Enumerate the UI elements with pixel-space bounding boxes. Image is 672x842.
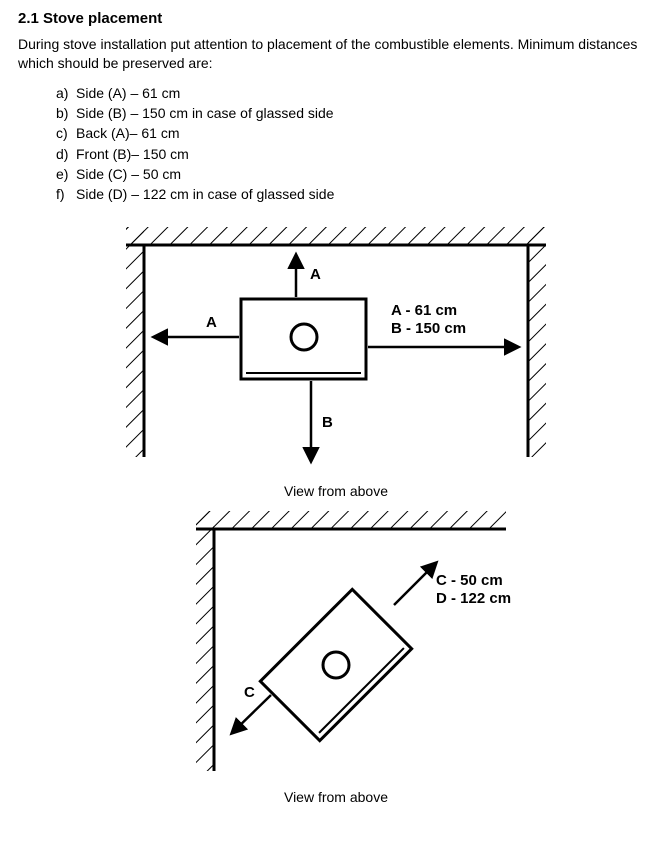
list-text: Back (A)– 61 cm [76,125,179,141]
list-item: e)Side (C) – 50 cm [52,164,654,184]
fig2-legend-d: D - 122 cm [436,590,511,607]
figure2-caption: View from above [18,789,654,805]
fig1-legend-b: B - 150 cm [391,320,466,337]
list-text: Front (B)– 150 cm [76,146,189,162]
figure1-container: A A B A - 61 cm B - 150 cm View from abo… [18,219,654,499]
list-marker: e) [56,164,76,184]
figure1-svg: A A B A - 61 cm B - 150 cm [96,219,576,479]
intro-paragraph: During stove installation put attention … [18,35,654,73]
fig2-label-c: C [244,684,255,701]
list-text: Side (B) – 150 cm in case of glassed sid… [76,105,334,121]
list-item: c)Back (A)– 61 cm [52,123,654,143]
section-heading: 2.1 Stove placement [18,10,654,27]
list-item: b)Side (B) – 150 cm in case of glassed s… [52,103,654,123]
fig1-legend-a: A - 61 cm [391,302,457,319]
figure2-svg: C C - 50 cm D - 122 cm [136,505,536,785]
list-marker: b) [56,103,76,123]
list-text: Side (C) – 50 cm [76,166,181,182]
fig1-label-b: B [322,414,333,431]
figure2-container: C C - 50 cm D - 122 cm View from above [18,505,654,805]
fig1-label-a-top: A [310,266,321,283]
list-item: a)Side (A) – 61 cm [52,83,654,103]
list-marker: c) [56,123,76,143]
list-marker: f) [56,184,76,204]
fig1-label-a-left: A [206,314,217,331]
list-text: Side (A) – 61 cm [76,85,180,101]
list-item: d)Front (B)– 150 cm [52,144,654,164]
list-marker: d) [56,144,76,164]
list-item: f)Side (D) – 122 cm in case of glassed s… [52,184,654,204]
list-marker: a) [56,83,76,103]
figure1-caption: View from above [18,483,654,499]
fig2-legend-c: C - 50 cm [436,572,503,589]
list-text: Side (D) – 122 cm in case of glassed sid… [76,186,334,202]
distance-list: a)Side (A) – 61 cm b)Side (B) – 150 cm i… [18,83,654,205]
page: 2.1 Stove placement During stove install… [0,0,672,842]
